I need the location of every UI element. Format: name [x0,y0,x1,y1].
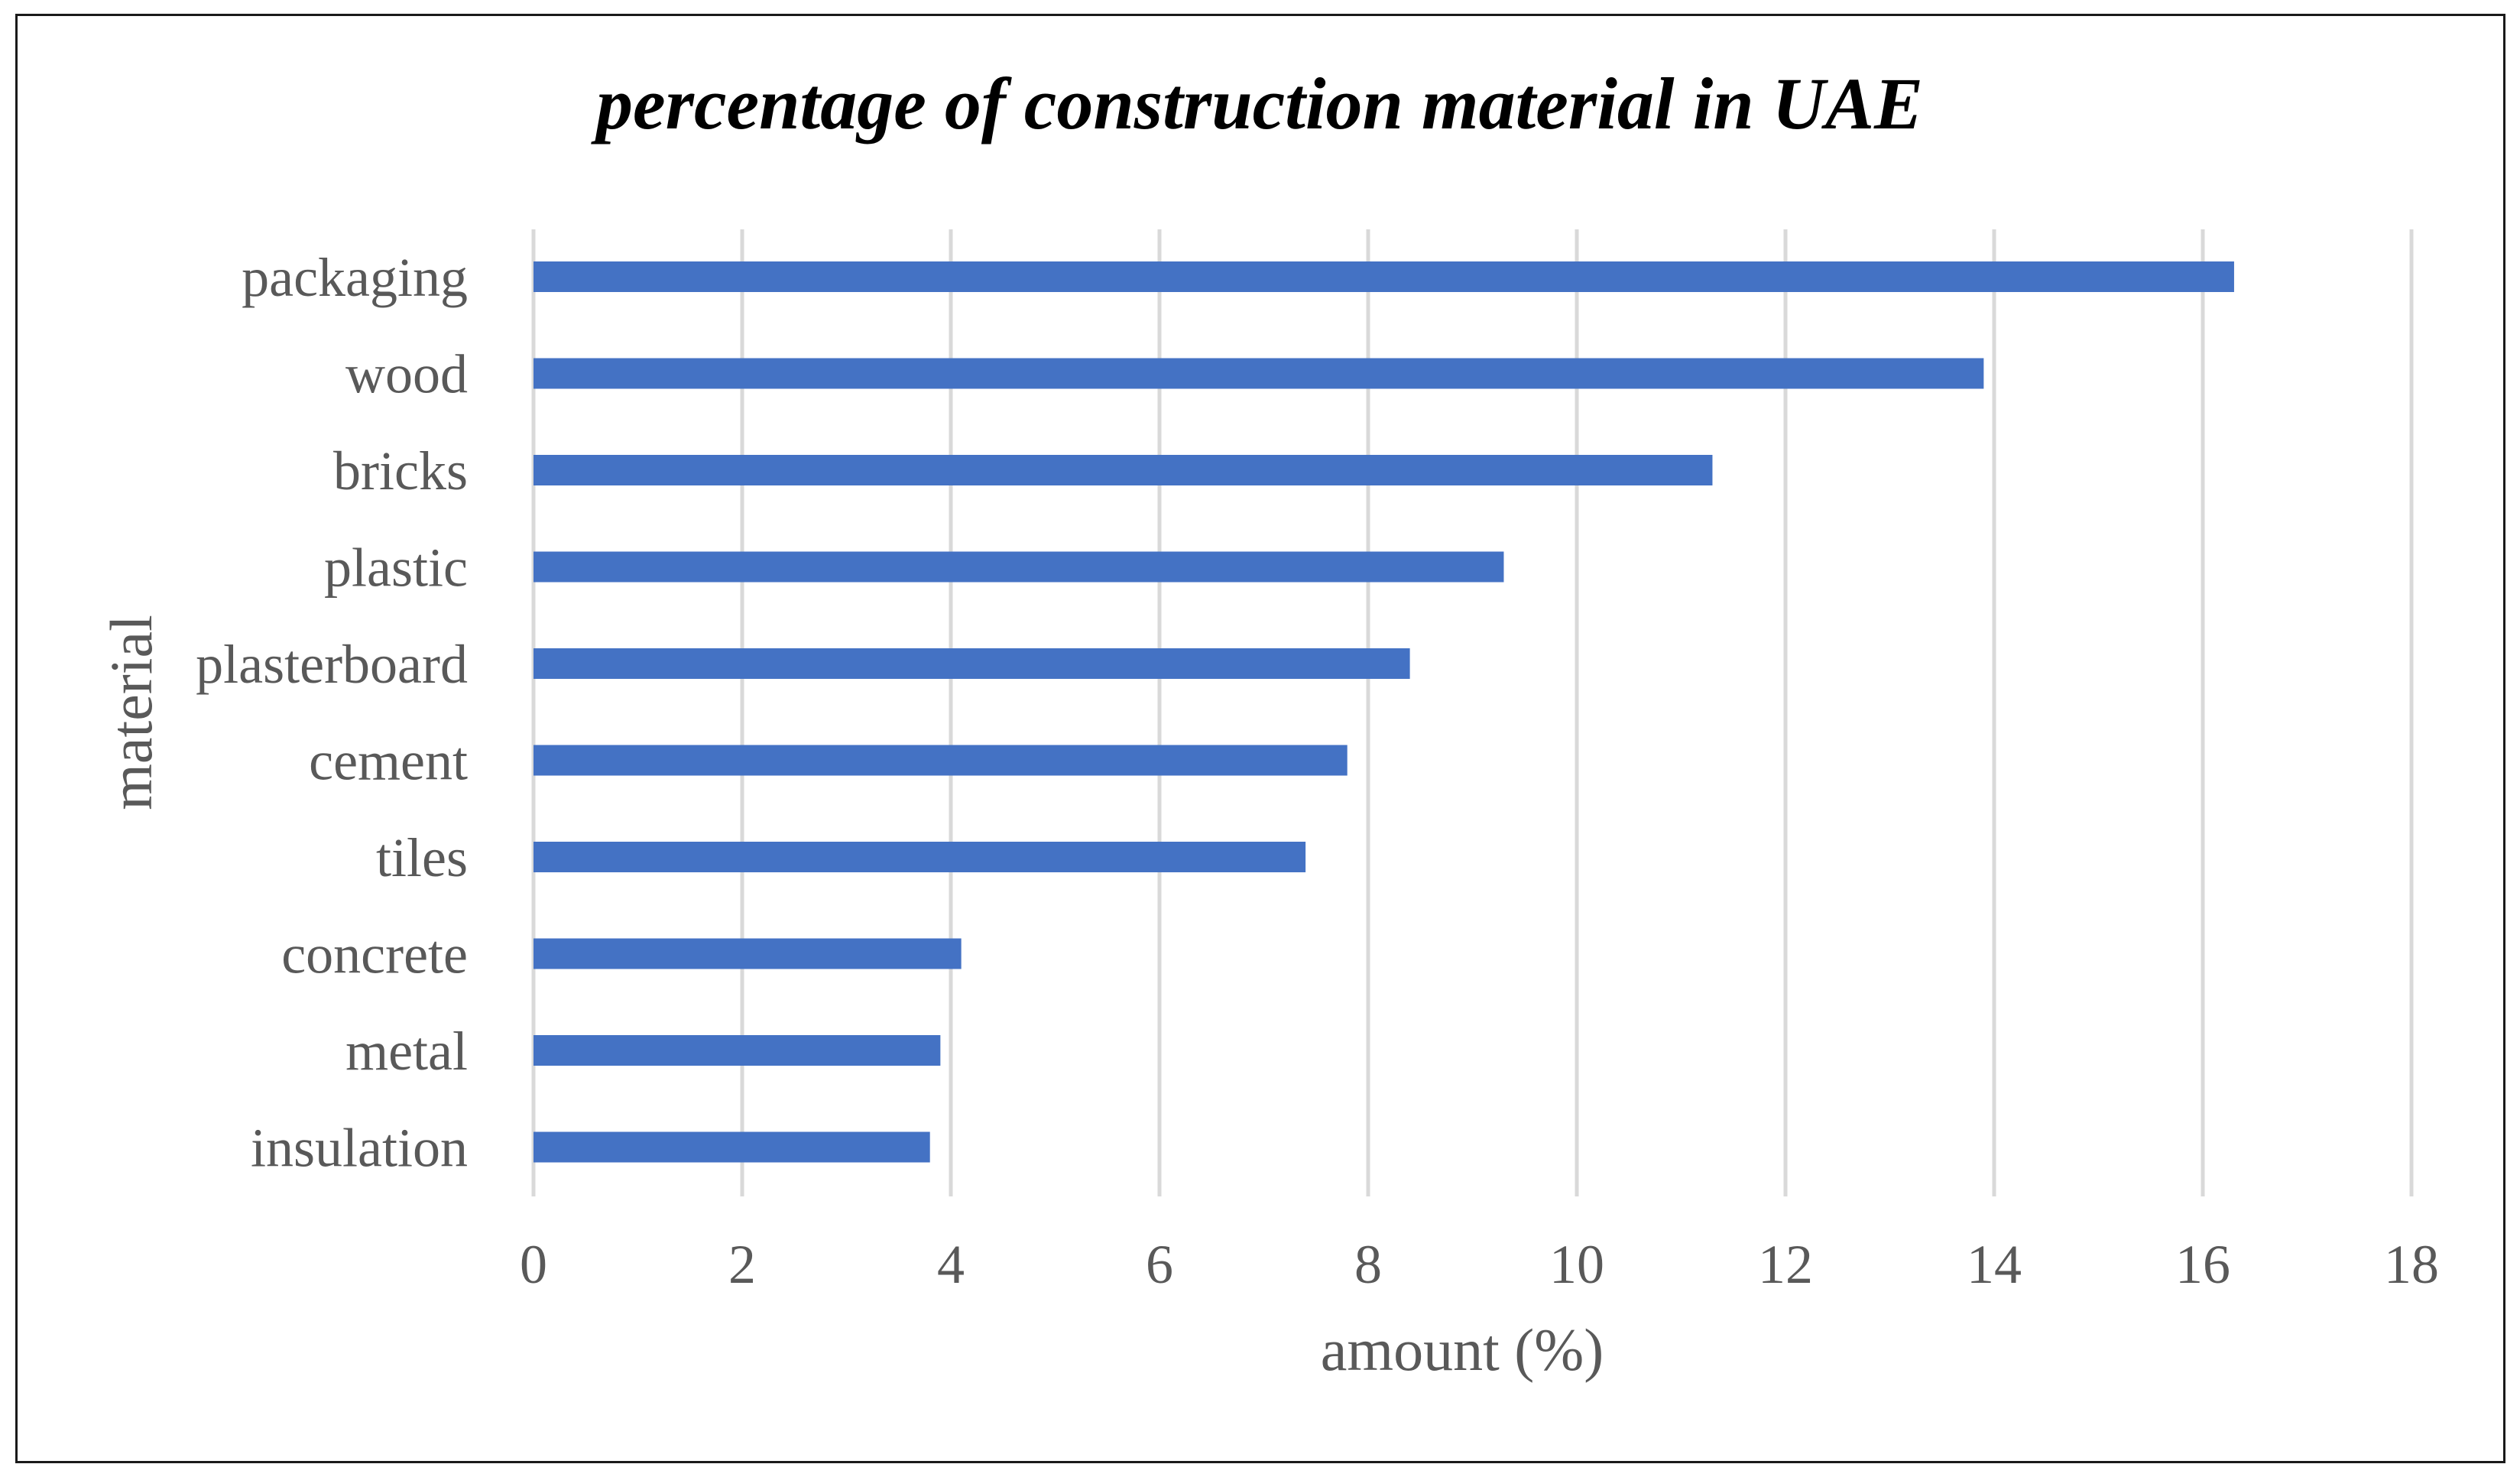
bar-tiles [534,842,1306,872]
chart-title: percentage of construction material in U… [591,63,1923,144]
category-label-plastic: plastic [324,537,468,599]
bar-insulation [534,1131,930,1163]
x-tick-label: 12 [1758,1234,1813,1295]
x-tick-label: 0 [520,1234,547,1295]
chart-frame [15,14,2505,1463]
bar-metal [534,1035,941,1066]
category-label-cement: cement [309,731,468,792]
category-label-metal: metal [345,1021,468,1082]
x-tick-label: 14 [1967,1234,2022,1295]
bar-plasterboard [534,648,1410,679]
x-tick-label: 10 [1549,1234,1604,1295]
x-tick-label: 16 [2175,1234,2230,1295]
x-tick-label: 18 [2384,1234,2439,1295]
bar-concrete [534,938,962,969]
x-tick-label: 4 [937,1234,965,1295]
bar-packaging [534,261,2234,292]
bar-wood [534,358,1984,389]
x-axis-title: amount (%) [1321,1316,1604,1383]
category-labels: packaging wood bricks plastic plasterboard ce… [196,247,468,1179]
bar-cement [534,745,1348,776]
x-tick-label: 8 [1354,1234,1382,1295]
bars [534,261,2234,1163]
x-tick-label: 6 [1146,1234,1173,1295]
bar-bricks [534,455,1713,485]
category-label-concrete: concrete [281,924,468,985]
category-label-bricks: bricks [333,440,468,502]
x-tick-label: 2 [728,1234,756,1295]
category-label-plasterboard: plasterboard [196,634,468,695]
x-tick-labels: 0 2 4 6 8 10 12 14 16 18 [520,1234,2439,1295]
category-label-packaging: packaging [242,247,468,308]
category-label-tiles: tiles [376,827,468,888]
bar-plastic [534,551,1504,583]
y-axis-title: material [98,615,164,810]
category-label-insulation: insulation [251,1118,468,1179]
category-label-wood: wood [345,344,468,405]
